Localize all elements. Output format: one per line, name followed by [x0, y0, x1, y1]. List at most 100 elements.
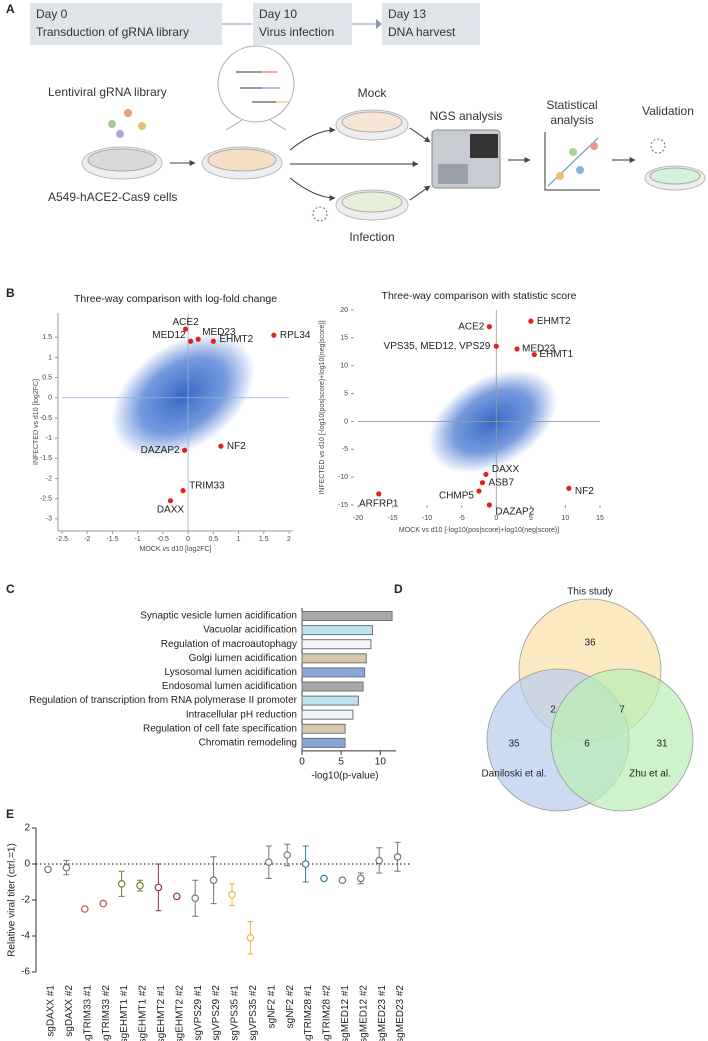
highlight-point	[218, 443, 224, 449]
chart-title: Three-way comparison with log-fold chang…	[74, 293, 277, 305]
x-tick-label: 5	[529, 515, 533, 522]
timeline-step: DNA harvest	[388, 25, 456, 39]
point	[338, 876, 347, 885]
y-tick-label: -10	[338, 474, 348, 481]
panel-label: B	[6, 286, 15, 300]
point-label: ARFRP1	[359, 498, 399, 509]
diagram-label: analysis	[550, 113, 593, 127]
highlight-point	[514, 346, 520, 352]
highlight-point	[566, 485, 572, 491]
x-tick-label: 15	[596, 515, 604, 522]
y-axis-label: INFECTED vs d10 [log2FC]	[33, 379, 40, 465]
timeline-day: Day 10	[259, 7, 297, 21]
point-label: ACE2	[458, 321, 485, 332]
point-label: ASB7	[488, 477, 514, 488]
category-label: Intracellular pH reduction	[186, 709, 297, 720]
y-tick-label: -1.5	[40, 455, 52, 462]
x-tick-label: sgMED12 #1	[340, 985, 351, 1041]
x-tick-label: 0	[494, 515, 498, 522]
timeline-step: Transduction of gRNA library	[36, 25, 189, 39]
venn-set	[550, 668, 694, 812]
x-tick-label: 1.5	[259, 536, 269, 543]
x-tick-label: sgVPS35 #2	[248, 985, 259, 1041]
diagram-label: Infection	[349, 230, 394, 244]
point-label: RPL34	[280, 330, 311, 341]
point-label: DAZAP2	[495, 507, 534, 518]
bar	[301, 681, 364, 692]
y-tick-label: 20	[340, 307, 348, 314]
y-tick-label: 10	[340, 363, 348, 370]
point	[283, 851, 292, 859]
highlight-point	[210, 338, 216, 344]
category-label: Endosomal lumen acidification	[162, 681, 297, 692]
bar	[301, 737, 346, 748]
bar	[301, 611, 393, 621]
point-label: MED23	[522, 344, 556, 355]
point-label: EHMT2	[219, 334, 253, 345]
point	[375, 856, 384, 865]
panel-label: A	[6, 2, 15, 16]
diagram-label: Validation	[642, 104, 694, 118]
x-tick-label: sgMED23 #2	[395, 985, 406, 1041]
venn-count: 2	[550, 705, 556, 716]
point-label: VPS35, MED12, VPS29	[384, 341, 491, 352]
diagram-label: NGS analysis	[430, 109, 503, 123]
point-label: NF2	[575, 486, 594, 497]
y-tick-label: -3	[46, 516, 52, 523]
venn-set-name: Daniloski et al.	[481, 769, 546, 780]
point	[246, 933, 255, 942]
y-tick-label: -5	[342, 446, 348, 453]
x-tick-label: 10	[375, 757, 387, 768]
point	[62, 863, 71, 872]
timeline-box	[382, 3, 480, 45]
point-label: DAXX	[492, 464, 520, 475]
point	[301, 860, 310, 868]
x-tick-label: -2	[84, 536, 90, 543]
highlight-point	[486, 502, 492, 508]
highlight-point	[483, 471, 489, 477]
bar	[301, 723, 346, 734]
x-tick-label: 0	[186, 536, 190, 543]
category-label: Regulation of transcription from RNA pol…	[29, 695, 298, 706]
point-label: MED23	[202, 327, 236, 338]
highlight-point	[528, 318, 534, 324]
diagram-label: A549-hACE2-Cas9 cells	[48, 190, 177, 204]
category-label: Regulation of cell fate specification	[143, 723, 297, 734]
y-axis-label: INFECTED vs d10 [-log10(pos|score)+log10…	[319, 320, 326, 494]
x-tick-label: sgNF2 #2	[285, 985, 296, 1029]
timeline-day: Day 0	[36, 7, 68, 21]
y-tick-label: 0	[344, 418, 348, 425]
highlight-point	[180, 488, 186, 494]
highlight-point	[479, 480, 486, 486]
venn-set-name: This study	[567, 587, 613, 598]
timeline-day: Day 13	[388, 7, 426, 21]
bar	[301, 667, 366, 678]
x-tick-label: -10	[422, 515, 432, 522]
point	[393, 852, 402, 861]
highlight-point	[493, 343, 499, 349]
venn-count: 36	[584, 638, 596, 649]
x-axis-label: -log10(p-value)	[311, 771, 378, 782]
point	[99, 899, 108, 908]
highlight-point	[476, 488, 482, 494]
x-tick-label: -0.5	[157, 536, 169, 543]
category-label: Chromatin remodeling	[199, 738, 297, 749]
x-tick-label: 5	[338, 757, 344, 768]
point	[264, 858, 273, 867]
x-tick-label: 1	[237, 536, 241, 543]
x-tick-label: sgTRIM28 #2	[322, 985, 333, 1041]
point	[228, 890, 236, 899]
x-tick-label: -2.5	[56, 536, 68, 543]
point	[191, 894, 200, 903]
highlight-point	[182, 326, 189, 332]
x-tick-label: sgVPS35 #1	[230, 985, 241, 1041]
timeline-box	[30, 3, 222, 45]
diagram-label: Lentiviral gRNA library	[48, 85, 167, 99]
panel-label: C	[6, 582, 15, 596]
point	[173, 892, 181, 901]
highlight-point	[195, 336, 201, 342]
point	[136, 881, 144, 890]
x-tick-label: -1	[135, 536, 141, 543]
x-tick-label: sgTRIM33 #1	[82, 985, 93, 1041]
venn-count: 35	[508, 739, 520, 750]
